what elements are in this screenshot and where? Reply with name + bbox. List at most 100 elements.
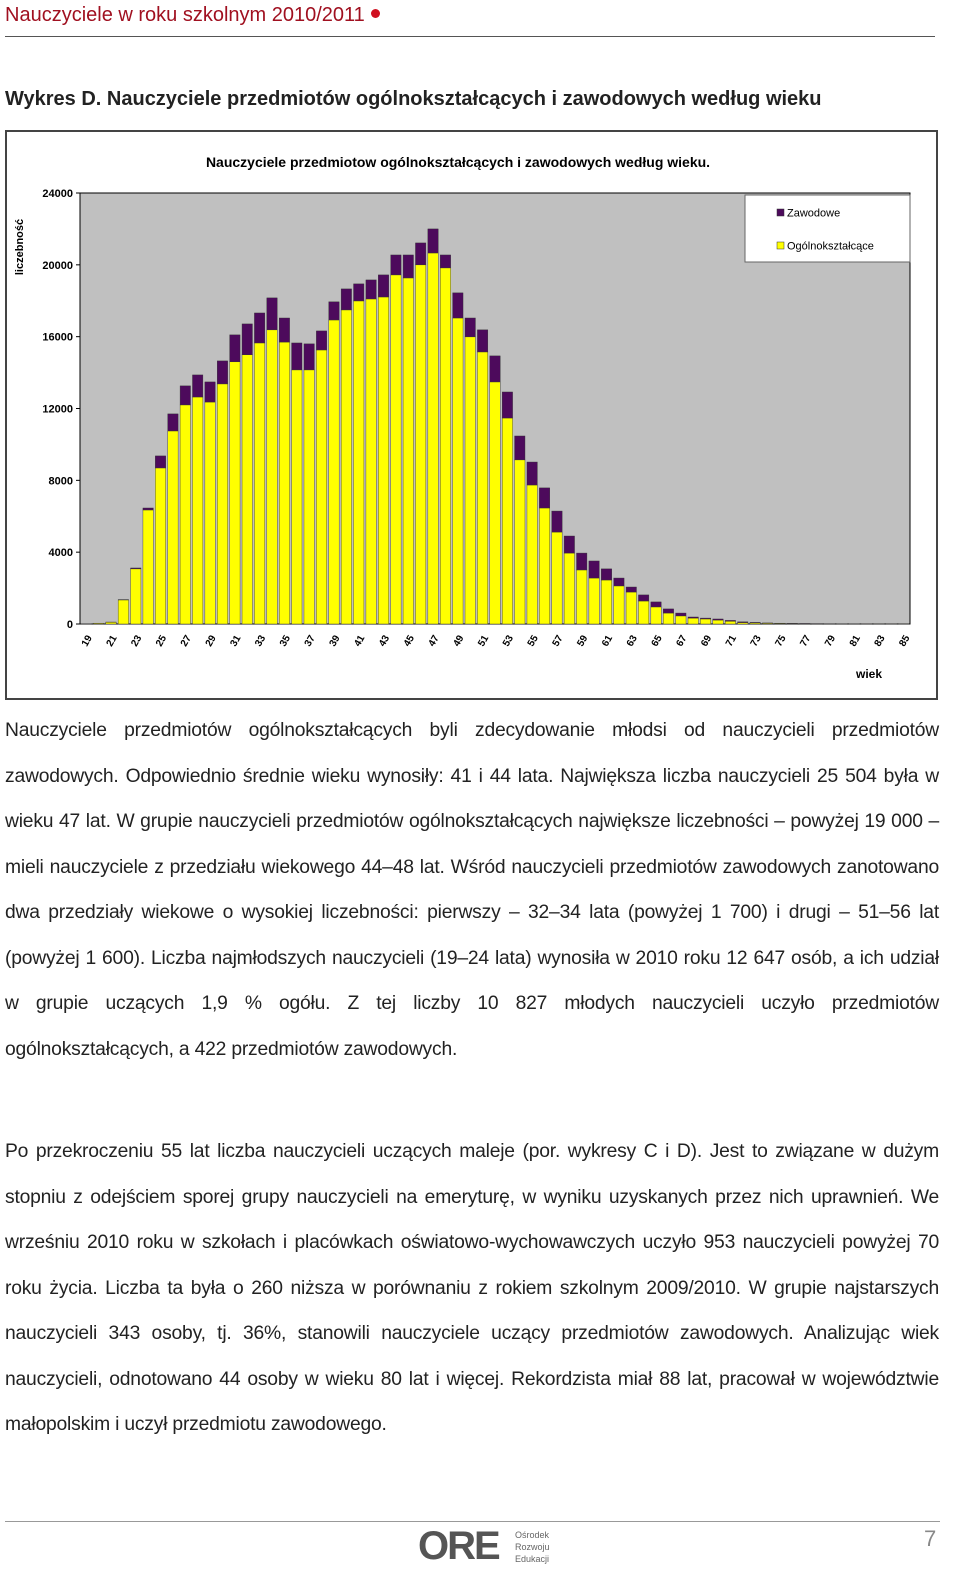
- bar-segment: [328, 301, 340, 321]
- bar-segment: [724, 620, 736, 622]
- bar-segment: [477, 329, 489, 353]
- x-tick-label: 57: [551, 633, 566, 649]
- bar-segment: [501, 417, 513, 625]
- footer-logo: ORE: [418, 1524, 501, 1568]
- x-tick-label: 23: [129, 633, 144, 649]
- chart: Nauczyciele przedmiotow ogólnokształcący…: [5, 130, 938, 700]
- y-tick-label: 12000: [42, 404, 73, 416]
- bar-segment: [254, 312, 266, 344]
- bar-segment: [328, 319, 340, 625]
- bar-segment: [526, 484, 538, 625]
- bar-segment: [489, 355, 501, 383]
- x-tick-label: 51: [476, 633, 491, 649]
- footer-rule: [5, 1521, 940, 1522]
- org-line: Ośrodek: [515, 1530, 550, 1540]
- bar-segment: [588, 560, 600, 579]
- header-dot: [370, 9, 380, 18]
- legend-label: Ogólnokształcące: [787, 241, 874, 253]
- bar-segment: [663, 612, 674, 625]
- bar-segment: [167, 413, 179, 432]
- x-tick-label: 41: [352, 633, 367, 649]
- bar-segment: [179, 404, 191, 625]
- bar-segment: [712, 619, 724, 625]
- x-tick-label: 31: [228, 633, 243, 649]
- bar-segment: [204, 381, 216, 403]
- bar-segment: [340, 309, 352, 625]
- x-tick-label: 43: [377, 633, 392, 649]
- bar-segment: [241, 354, 253, 625]
- y-tick-label: 16000: [42, 332, 73, 344]
- y-tick-label: 8000: [49, 475, 73, 487]
- x-tick-label: 21: [105, 633, 120, 649]
- bar-segment: [415, 242, 427, 266]
- org-line: Rozwoju: [515, 1542, 550, 1552]
- x-tick-label: 59: [575, 633, 590, 649]
- x-tick-label: 33: [253, 633, 268, 649]
- bar-segment: [576, 552, 588, 571]
- y-tick-label: 4000: [49, 547, 73, 559]
- bar-segment: [613, 585, 625, 625]
- bar-segment: [303, 369, 315, 625]
- bar-segment: [378, 274, 389, 298]
- x-tick-label: 79: [823, 633, 838, 649]
- x-tick-label: 83: [873, 633, 888, 649]
- x-tick-label: 45: [402, 633, 417, 649]
- bar-segment: [130, 567, 142, 570]
- header: Nauczyciele w roku szkolnym 2010/2011: [5, 4, 380, 27]
- bar-segment: [204, 401, 216, 625]
- chart-title: Nauczyciele przedmiotow ogólnokształcący…: [206, 154, 710, 170]
- bar-segment: [142, 507, 154, 511]
- x-tick-label: 19: [80, 633, 95, 649]
- bar-segment: [712, 618, 724, 621]
- bar-segment: [130, 568, 142, 625]
- bar-segment: [142, 509, 154, 625]
- bar-segment: [266, 329, 278, 625]
- bar-segment: [601, 579, 612, 625]
- bar-segment: [365, 298, 377, 625]
- bar-segment: [291, 342, 303, 371]
- bar-segment: [427, 252, 439, 625]
- bar-segment: [217, 360, 228, 385]
- legend-swatch: [776, 241, 785, 250]
- bar-segment: [687, 617, 699, 625]
- bar-segment: [390, 254, 402, 276]
- bar-segment: [675, 615, 687, 625]
- bar-segment: [378, 296, 389, 625]
- bar-segment: [316, 349, 327, 625]
- bar-segment: [650, 601, 662, 608]
- bar-segment: [402, 254, 414, 279]
- org-line: Edukacji: [515, 1554, 550, 1564]
- bar-segment: [700, 618, 712, 625]
- bar-segment: [563, 535, 575, 554]
- bar-segment: [365, 279, 377, 300]
- paragraph: Nauczyciele przedmiotów ogólnokształcący…: [5, 720, 939, 1060]
- bar-segment: [452, 292, 464, 319]
- bar-segment: [601, 568, 612, 581]
- y-tick-label: 20000: [42, 260, 73, 272]
- bar-segment: [514, 459, 526, 625]
- bar-segment: [638, 600, 650, 625]
- bar-segment: [179, 385, 191, 406]
- bar-segment: [353, 300, 365, 625]
- bar-segment: [576, 569, 588, 625]
- y-tick-label: 0: [67, 619, 73, 631]
- bar-segment: [563, 552, 575, 625]
- bar-segment: [279, 341, 290, 625]
- x-tick-label: 65: [650, 633, 665, 649]
- bar-segment: [464, 317, 476, 338]
- x-tick-label: 37: [303, 633, 318, 649]
- bar-segment: [192, 396, 204, 625]
- bar-segment: [415, 264, 427, 625]
- y-tick-label: 24000: [42, 188, 73, 200]
- x-tick-label: 49: [451, 633, 466, 649]
- x-tick-label: 67: [674, 633, 689, 649]
- bar-segment: [625, 586, 637, 593]
- bar-segment: [737, 621, 749, 623]
- bar-segment: [464, 336, 476, 625]
- bar-segment: [229, 361, 241, 625]
- bar-segment: [117, 599, 129, 625]
- bar-segment: [340, 288, 352, 311]
- bar-segment: [675, 612, 687, 617]
- bar-segment: [303, 343, 315, 371]
